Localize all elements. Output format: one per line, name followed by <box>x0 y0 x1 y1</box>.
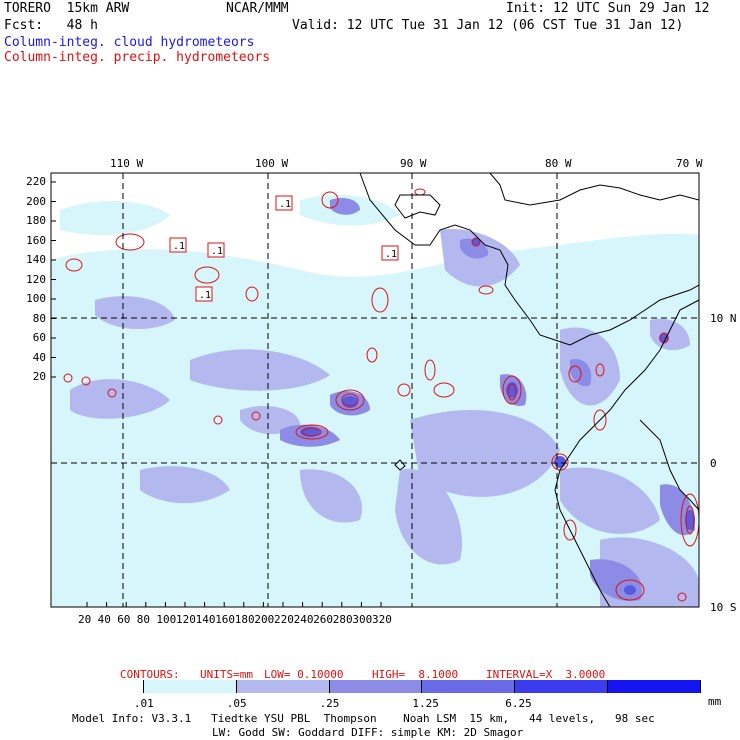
colorbar-swatch <box>143 680 237 693</box>
forecast-hour: Fcst: 48 h <box>4 18 98 33</box>
colorbar-swatch <box>329 680 423 693</box>
x-tick-label: 160 <box>215 613 236 626</box>
field-cloud-title: Column-integ. cloud hydrometeors <box>4 35 255 50</box>
contours-units: UNITS=mm <box>200 668 253 681</box>
valid-time: Valid: 12 UTC Tue 31 Jan 12 (06 CST Tue … <box>292 18 684 33</box>
contour-label: .1 <box>207 242 225 258</box>
contour-label: .1 <box>381 245 399 261</box>
y-tick-label: 40 <box>32 350 46 364</box>
x-tick-label: 320 <box>372 613 392 626</box>
contour-label: .1 <box>195 286 213 302</box>
org-label: NCAR/MMM <box>226 1 289 16</box>
colorbar-label: 1.25 <box>412 697 439 710</box>
x-tick-label: 220 <box>274 613 294 626</box>
contour-label: .1 <box>275 195 293 211</box>
contours-low: LOW= 0.10000 <box>264 668 344 681</box>
lon-label: 80 W <box>545 157 572 170</box>
colorbar-swatch <box>236 680 330 693</box>
svg-text:.1: .1 <box>173 241 185 252</box>
x-tick-label: 60 <box>117 613 131 626</box>
x-tick-label: 300 <box>352 613 373 626</box>
y-tick-label: 120 <box>26 272 46 286</box>
x-tick-label: 260 <box>313 613 334 626</box>
cloud-field <box>51 173 699 607</box>
y-tick-label: 100 <box>26 292 46 305</box>
y-tick-label: 180 <box>26 214 46 227</box>
x-tick-label: 140 <box>195 613 216 626</box>
model-info: Model Info: V3.3.1 Tiedtke YSU PBL Thomp… <box>72 712 655 725</box>
lon-label: 90 W <box>400 157 427 170</box>
x-tick-label: 280 <box>332 613 353 626</box>
x-tick-label: 180 <box>234 613 255 626</box>
y-tick-label: 140 <box>26 253 46 266</box>
colorbar-unit: mm <box>708 695 722 708</box>
y-tick-label: 220 <box>26 175 46 188</box>
model-physics: LW: Godd SW: Goddard DIFF: simple KM: 2D… <box>212 726 524 739</box>
x-tick-label: 120 <box>176 613 196 626</box>
x-tick-label: 200 <box>254 613 275 626</box>
y-tick-label: 60 <box>32 331 46 344</box>
y-tick-label: 80 <box>32 311 46 325</box>
contours-high: HIGH= 8.1000 <box>372 668 459 681</box>
x-tick-label: 20 <box>78 613 92 626</box>
contours-interval: INTERVAL=X 3.0000 <box>486 668 606 681</box>
svg-text:.1: .1 <box>385 249 397 260</box>
colorbar-swatch <box>422 680 516 693</box>
field-precip-title: Column-integ. precip. hydrometeors <box>4 50 271 65</box>
colorbar-label: .05 <box>226 697 247 710</box>
y-tick-label: 200 <box>26 194 46 208</box>
colorbar-label: .01 <box>133 697 154 710</box>
model-title: TORERO 15km ARW <box>4 1 130 16</box>
lon-label: 110 W <box>110 157 144 170</box>
lat-label: 0 <box>710 457 717 470</box>
graticule <box>51 173 699 607</box>
colorbar-swatch <box>515 680 609 693</box>
colorbar-swatch <box>608 680 701 693</box>
x-tick-label: 100 <box>156 613 177 626</box>
map-frame <box>50 172 700 608</box>
contours-label: CONTOURS: <box>120 668 180 681</box>
lon-label: 70 W <box>676 157 703 170</box>
y-tick-label: 160 <box>26 233 46 247</box>
svg-text:.1: .1 <box>211 246 223 257</box>
lat-label: 10 N <box>710 312 737 325</box>
contour-label: .1 <box>169 237 187 253</box>
colorbar-swatch <box>51 680 144 693</box>
lon-label: 100 W <box>255 157 289 170</box>
svg-text:.1: .1 <box>199 290 211 301</box>
svg-text:.1: .1 <box>279 199 291 210</box>
x-tick-label: 40 <box>97 613 111 626</box>
colorbar-label: 6.25 <box>505 697 532 710</box>
y-tick-label: 20 <box>32 370 46 383</box>
x-tick-label: 80 <box>136 613 151 626</box>
lat-label: 10 S <box>710 601 737 614</box>
colorbar-label: .25 <box>319 697 340 710</box>
init-time: Init: 12 UTC Sun 29 Jan 12 <box>506 1 710 16</box>
x-tick-label: 240 <box>293 613 314 626</box>
